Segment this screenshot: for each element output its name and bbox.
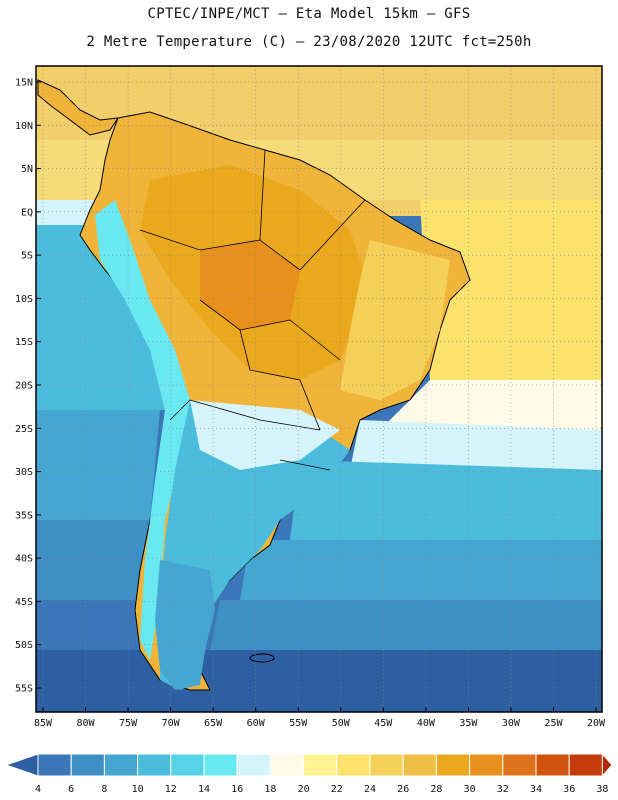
legend-label: 6 [68, 784, 74, 795]
legend-swatch [535, 753, 570, 777]
legend-label: 10 [132, 784, 144, 795]
lon-tick-label: 65W [204, 718, 223, 729]
lat-tick-label: 40S [15, 554, 33, 565]
legend-label: 12 [165, 784, 177, 795]
color-legend: 4 6 8 10 12 14 16 18 20 22 24 26 28 30 32 34 36 38 [4, 752, 613, 795]
lat-tick-label: 10S [15, 294, 33, 305]
lon-tick-label: 80W [77, 718, 96, 729]
ocean-pacific-south [36, 410, 160, 520]
legend-label: 28 [430, 784, 442, 795]
legend-swatch [303, 753, 338, 777]
legend-swatch [170, 753, 205, 777]
lat-tick-label: 45S [15, 597, 33, 608]
lat-tick-label: 55S [15, 684, 33, 695]
legend-swatch [568, 753, 603, 777]
lon-tick-label: 40W [417, 718, 436, 729]
legend-label: 32 [497, 784, 509, 795]
lat-tick-label: 15S [15, 337, 33, 348]
legend-swatch [336, 753, 371, 777]
central-america-land [37, 79, 120, 136]
legend-label: 38 [596, 784, 608, 795]
legend-swatch [502, 753, 537, 777]
legend-label: 18 [264, 784, 276, 795]
legend-swatch [37, 753, 72, 777]
lat-tick-label: 25S [15, 424, 33, 435]
ocean-pacific-mid [36, 520, 150, 600]
map-title: CPTEC/INPE/MCT – Eta Model 15km – GFS [147, 6, 471, 22]
lon-tick-label: 60W [247, 718, 266, 729]
central-hot-core [200, 240, 300, 330]
lat-tick-label: 5N [21, 164, 33, 175]
lon-tick-label: 50W [332, 718, 351, 729]
falkland-islands [249, 653, 275, 663]
temperature-map: 15N 10N 5N EQ 5S 10S 15S 20S 25S 30S 35S 40S 45S 50S 5… [15, 65, 606, 729]
legend-label: 4 [35, 784, 41, 795]
ocean-polar-band [36, 650, 602, 712]
lat-tick-label: EQ [21, 207, 33, 218]
lat-tick-label: 10N [15, 121, 33, 132]
legend-label: 34 [530, 784, 542, 795]
pampas-mild [190, 400, 340, 470]
brazil-coastal-zone [340, 240, 450, 400]
map-subtitle: 2 Metre Temperature (C) – 23/08/2020 12U… [86, 34, 532, 50]
legend-swatch [103, 753, 139, 777]
legend-label: 22 [331, 784, 343, 795]
lat-tick-label: 5S [21, 251, 33, 262]
legend-swatch [469, 753, 504, 777]
lon-tick-label: 25W [544, 718, 563, 729]
legend-swatch [435, 753, 471, 777]
lat-tick-label: 15N [15, 78, 33, 89]
legend-swatch [236, 753, 271, 777]
legend-swatch [137, 753, 172, 777]
lon-tick-label: 35W [459, 718, 478, 729]
lon-tick-label: 45W [374, 718, 393, 729]
legend-label: 14 [198, 784, 210, 795]
legend-swatch [402, 753, 437, 777]
legend-label: 30 [464, 784, 476, 795]
lat-tick-label: 20S [15, 381, 33, 392]
lon-tick-label: 30W [502, 718, 521, 729]
lon-tick-label: 20W [587, 718, 606, 729]
legend-arrow-low [4, 753, 39, 777]
legend-label: 8 [101, 784, 107, 795]
legend-swatch [369, 753, 404, 777]
lon-tick-label: 85W [34, 718, 53, 729]
ocean-atlantic-mild [380, 380, 602, 430]
lat-tick-label: 30S [15, 467, 33, 478]
legend-label: 26 [397, 784, 409, 795]
map-frame [35, 65, 603, 713]
ocean-atlantic-south [240, 540, 602, 600]
ocean-atlantic-band [290, 460, 602, 540]
lon-tick-label: 55W [289, 718, 308, 729]
legend-swatch [203, 753, 238, 777]
legend-swatch [70, 753, 105, 777]
legend-arrow-high [601, 752, 613, 778]
legend-label: 24 [364, 784, 376, 795]
lat-tick-label: 35S [15, 510, 33, 521]
ocean-atlantic-cool [350, 420, 602, 470]
legend-label: 16 [231, 784, 243, 795]
legend-swatch [269, 753, 305, 777]
lat-tick-label: 50S [15, 640, 33, 651]
andes-cold-strip [95, 200, 190, 660]
lon-tick-label: 75W [119, 718, 138, 729]
ocean-atlantic-cold [210, 600, 602, 650]
legend-label: 20 [298, 784, 310, 795]
lon-tick-label: 70W [162, 718, 181, 729]
patagonia-cold [155, 560, 215, 690]
legend-label: 36 [563, 784, 575, 795]
